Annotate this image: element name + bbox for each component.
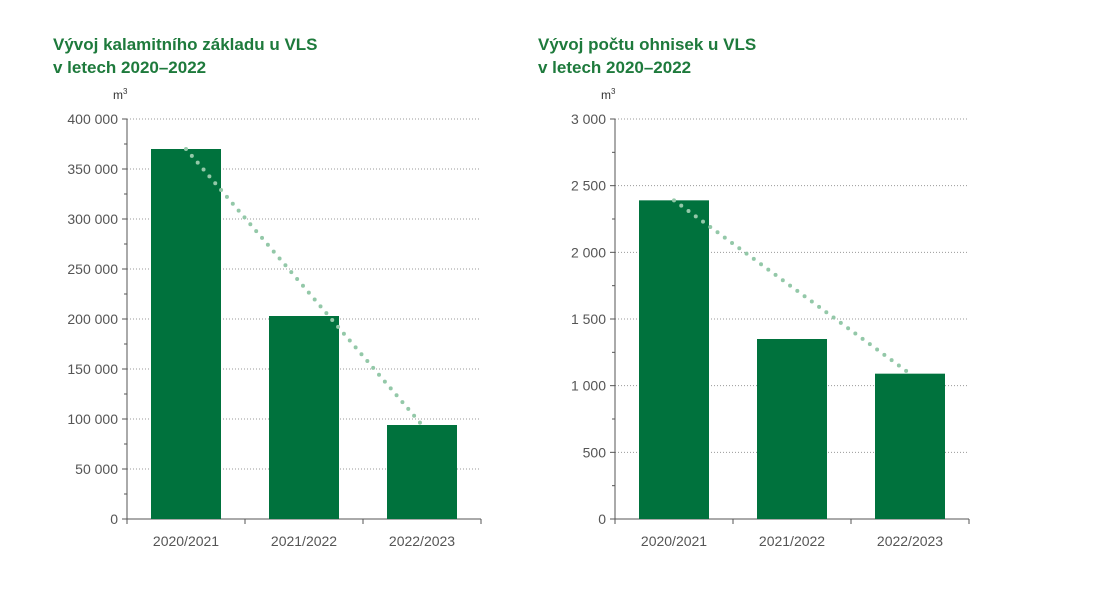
- y-tick-label: 200 000: [67, 311, 118, 327]
- chart-plot: m3 0 500 1 000 1 500 2 000 2 500 3 000 2020/2021…: [571, 87, 970, 549]
- y-tick-label: 300 000: [67, 211, 118, 227]
- chart-title-line2: v letech 2020–2022: [538, 58, 692, 77]
- y-tick-label: 250 000: [67, 261, 118, 277]
- y-tick-label: 2 000: [571, 244, 606, 260]
- x-tick-label: 2020/2021: [641, 533, 707, 549]
- chart-calamity-volume: Vývoj kalamitního základu u VLS v letech…: [0, 0, 520, 611]
- x-tick-label: 2021/2022: [271, 533, 337, 549]
- chart-title-line1: Vývoj kalamitního základu u VLS: [53, 35, 318, 54]
- x-tick-label: 2021/2022: [759, 533, 825, 549]
- chart-title-line1: Vývoj počtu ohnisek u VLS: [538, 35, 757, 54]
- y-tick-label: 500: [583, 444, 607, 460]
- y-tick-label: 0: [598, 511, 606, 527]
- y-tick-label: 100 000: [67, 411, 118, 427]
- y-axis-unit-label: m3: [601, 87, 616, 102]
- x-tick-label: 2020/2021: [153, 533, 219, 549]
- trend-line: [184, 147, 424, 427]
- chart-outbreak-count: Vývoj počtu ohnisek u VLS v letech 2020–…: [520, 0, 1099, 611]
- x-tick-label: 2022/2023: [877, 533, 943, 549]
- bar: [269, 316, 339, 519]
- bar: [639, 200, 709, 520]
- y-tick-label: 400 000: [67, 111, 118, 127]
- bar: [151, 149, 221, 519]
- bar: [875, 373, 945, 519]
- y-tick-label: 1 000: [571, 378, 606, 394]
- y-tick-label: 3 000: [571, 111, 606, 127]
- y-tick-label: 50 000: [75, 461, 118, 477]
- chart-title-line2: v letech 2020–2022: [53, 58, 207, 77]
- y-tick-label: 1 500: [571, 311, 606, 327]
- y-tick-label: 2 500: [571, 178, 606, 194]
- chart-plot: m3 0 50 000 100 000 150 000 200 000 250 000 300…: [67, 87, 482, 549]
- chart-title: Vývoj počtu ohnisek u VLS v letech 2020–…: [538, 33, 756, 79]
- x-tick-label: 2022/2023: [389, 533, 455, 549]
- y-tick-label: 150 000: [67, 361, 118, 377]
- y-axis-unit-label: m3: [113, 87, 128, 102]
- bar: [387, 425, 457, 519]
- chart-title: Vývoj kalamitního základu u VLS v letech…: [53, 33, 318, 79]
- trend-line: [672, 198, 912, 376]
- y-tick-label: 0: [110, 511, 118, 527]
- y-tick-label: 350 000: [67, 161, 118, 177]
- bar: [757, 339, 827, 519]
